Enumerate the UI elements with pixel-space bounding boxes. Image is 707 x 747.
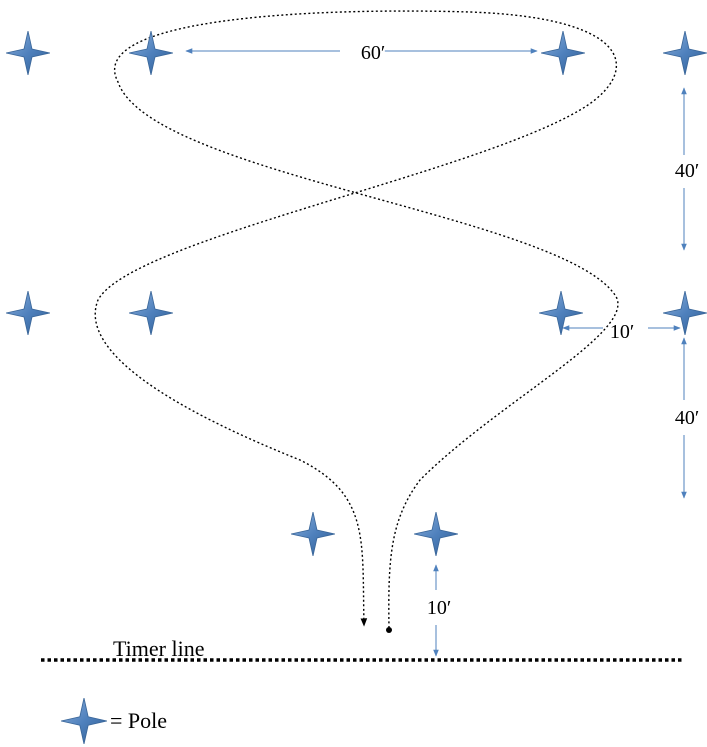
pole-icon xyxy=(414,512,458,556)
start-gap-label: 10′ xyxy=(426,597,452,619)
legend-label: = Pole xyxy=(110,708,168,733)
pole-icon xyxy=(6,31,50,75)
top-width-label: 60′ xyxy=(360,42,386,64)
pole-icon xyxy=(541,31,585,75)
pole-icon xyxy=(6,291,50,335)
pole-icon xyxy=(129,31,173,75)
side-offset-label: 10′ xyxy=(609,321,635,343)
start-point xyxy=(386,627,392,633)
pole-icon xyxy=(291,512,335,556)
four-point-star-icon xyxy=(61,698,107,744)
right-lower-gap-label: 40′ xyxy=(674,407,700,429)
run-path xyxy=(94,10,619,629)
pole-icon xyxy=(663,31,707,75)
timer-line-label: Timer line xyxy=(113,636,205,661)
right-upper-gap-label: 40′ xyxy=(674,160,700,182)
pole-icon xyxy=(129,291,173,335)
